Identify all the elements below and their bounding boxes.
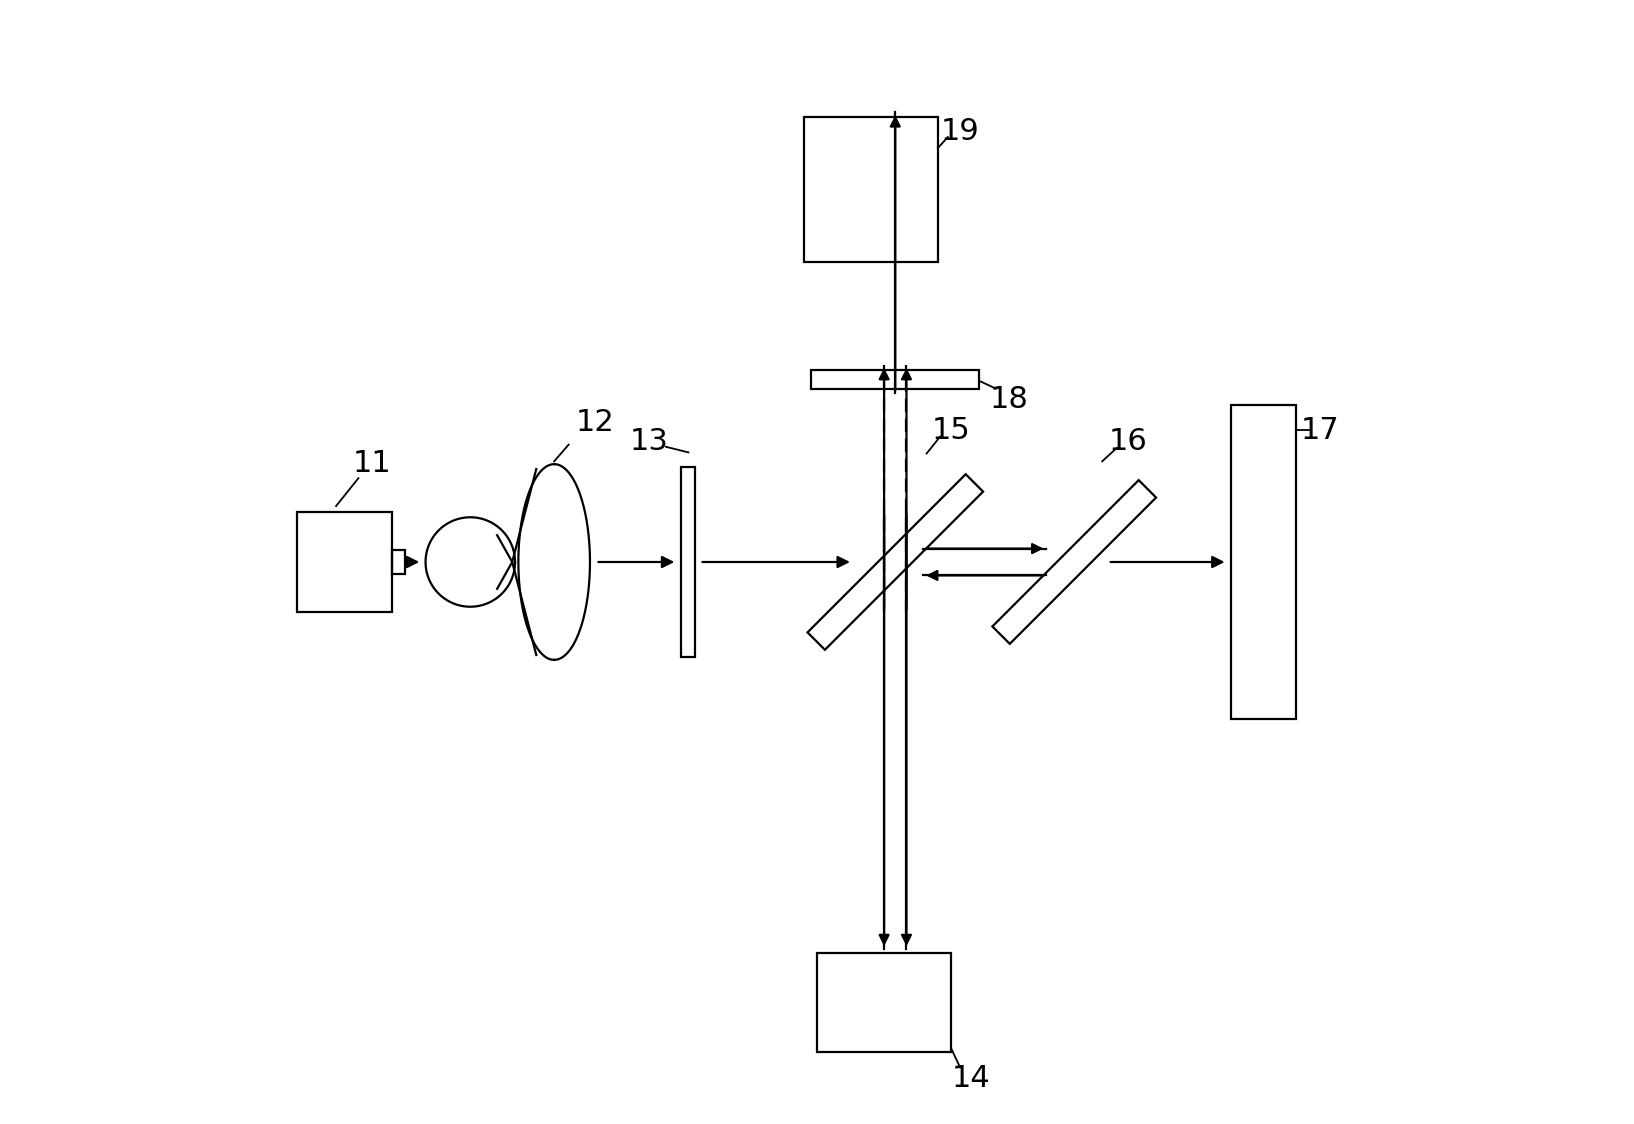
Polygon shape [807, 474, 984, 650]
Bar [804, 117, 938, 262]
Text: 19: 19 [941, 117, 979, 146]
Text: 18: 18 [990, 386, 1029, 415]
Text: 13: 13 [629, 427, 668, 455]
Bar [1230, 406, 1296, 718]
Bar [817, 953, 951, 1052]
Bar [680, 466, 694, 658]
Bar [297, 511, 392, 613]
Text: 12: 12 [577, 408, 614, 437]
Bar [392, 550, 405, 574]
Bar [812, 370, 979, 389]
Polygon shape [992, 480, 1157, 644]
Text: 11: 11 [353, 450, 391, 478]
Text: 15: 15 [931, 416, 971, 444]
Text: 17: 17 [1301, 416, 1340, 444]
Text: 16: 16 [1108, 427, 1147, 455]
Text: 14: 14 [953, 1064, 990, 1094]
